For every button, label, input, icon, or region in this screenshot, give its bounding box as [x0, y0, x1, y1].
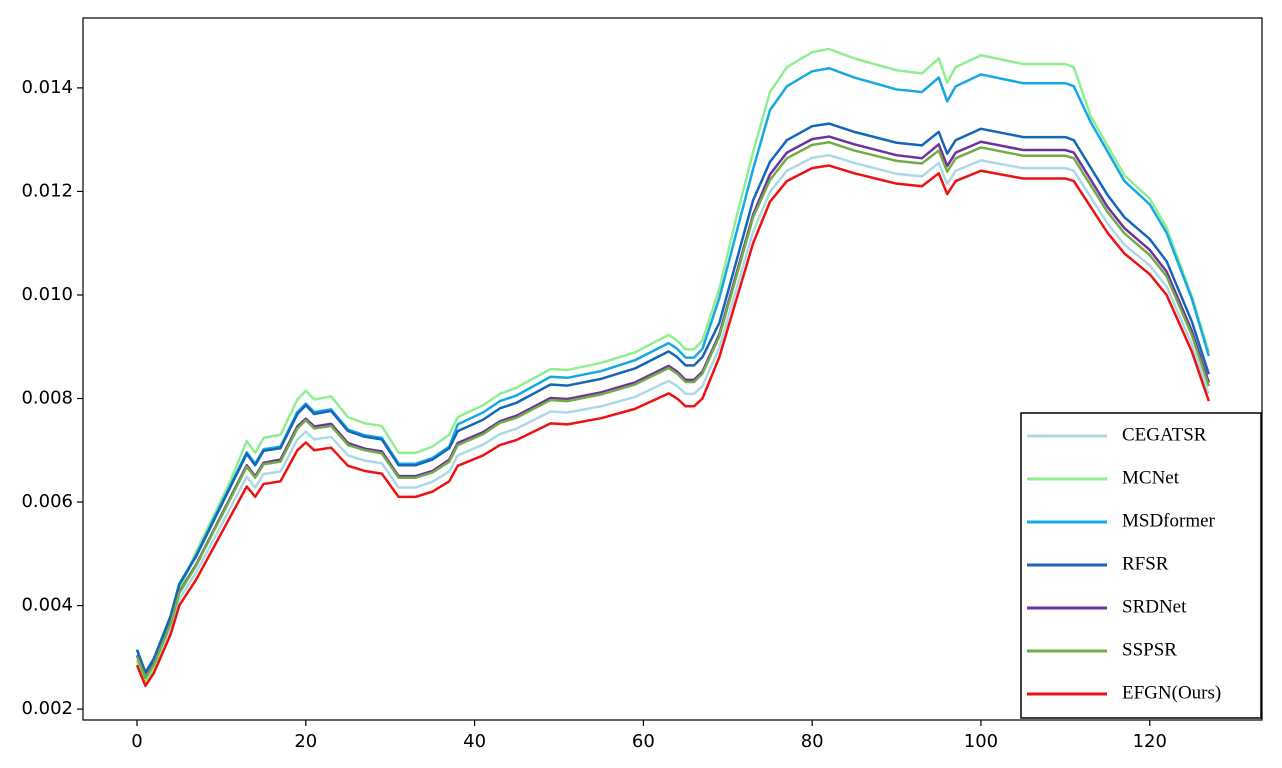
series-line [135, 47, 1211, 684]
legend-label: RFSR [1122, 553, 1169, 574]
x-tick-label: 120 [1133, 731, 1167, 752]
x-tick-label: 0 [131, 731, 142, 752]
series-line [135, 141, 1211, 680]
y-tick-label: 0.004 [21, 595, 73, 616]
y-tick-label: 0.010 [21, 284, 73, 305]
x-tick-label: 80 [801, 731, 824, 752]
y-tick-label: 0.002 [21, 698, 73, 719]
plot-frame [82, 17, 1263, 721]
x-tick-label: 40 [463, 731, 486, 752]
x-tick-label: 100 [964, 731, 998, 752]
legend: CEGATSR MCNet MSDformer RFSR SRDNet SSPSR EFGN… [1020, 412, 1262, 719]
legend-label: MCNet [1122, 467, 1180, 488]
y-tick-label: 0.008 [21, 388, 73, 409]
legend-label: MSDformer [1122, 510, 1216, 531]
legend-label: EFGN(Ours) [1122, 682, 1221, 703]
y-tick-label: 0.006 [21, 491, 73, 512]
legend-label: CEGATSR [1122, 424, 1207, 445]
legend-label: SRDNet [1122, 596, 1187, 617]
series-line [135, 164, 1211, 688]
legend-label: SSPSR [1122, 639, 1177, 660]
x-tick-label: 60 [632, 731, 655, 752]
x-tick-label: 20 [294, 731, 317, 752]
series-line [135, 122, 1211, 675]
series-line [135, 153, 1211, 684]
y-tick-label: 0.014 [21, 77, 73, 98]
y-tick-label: 0.012 [21, 180, 73, 201]
